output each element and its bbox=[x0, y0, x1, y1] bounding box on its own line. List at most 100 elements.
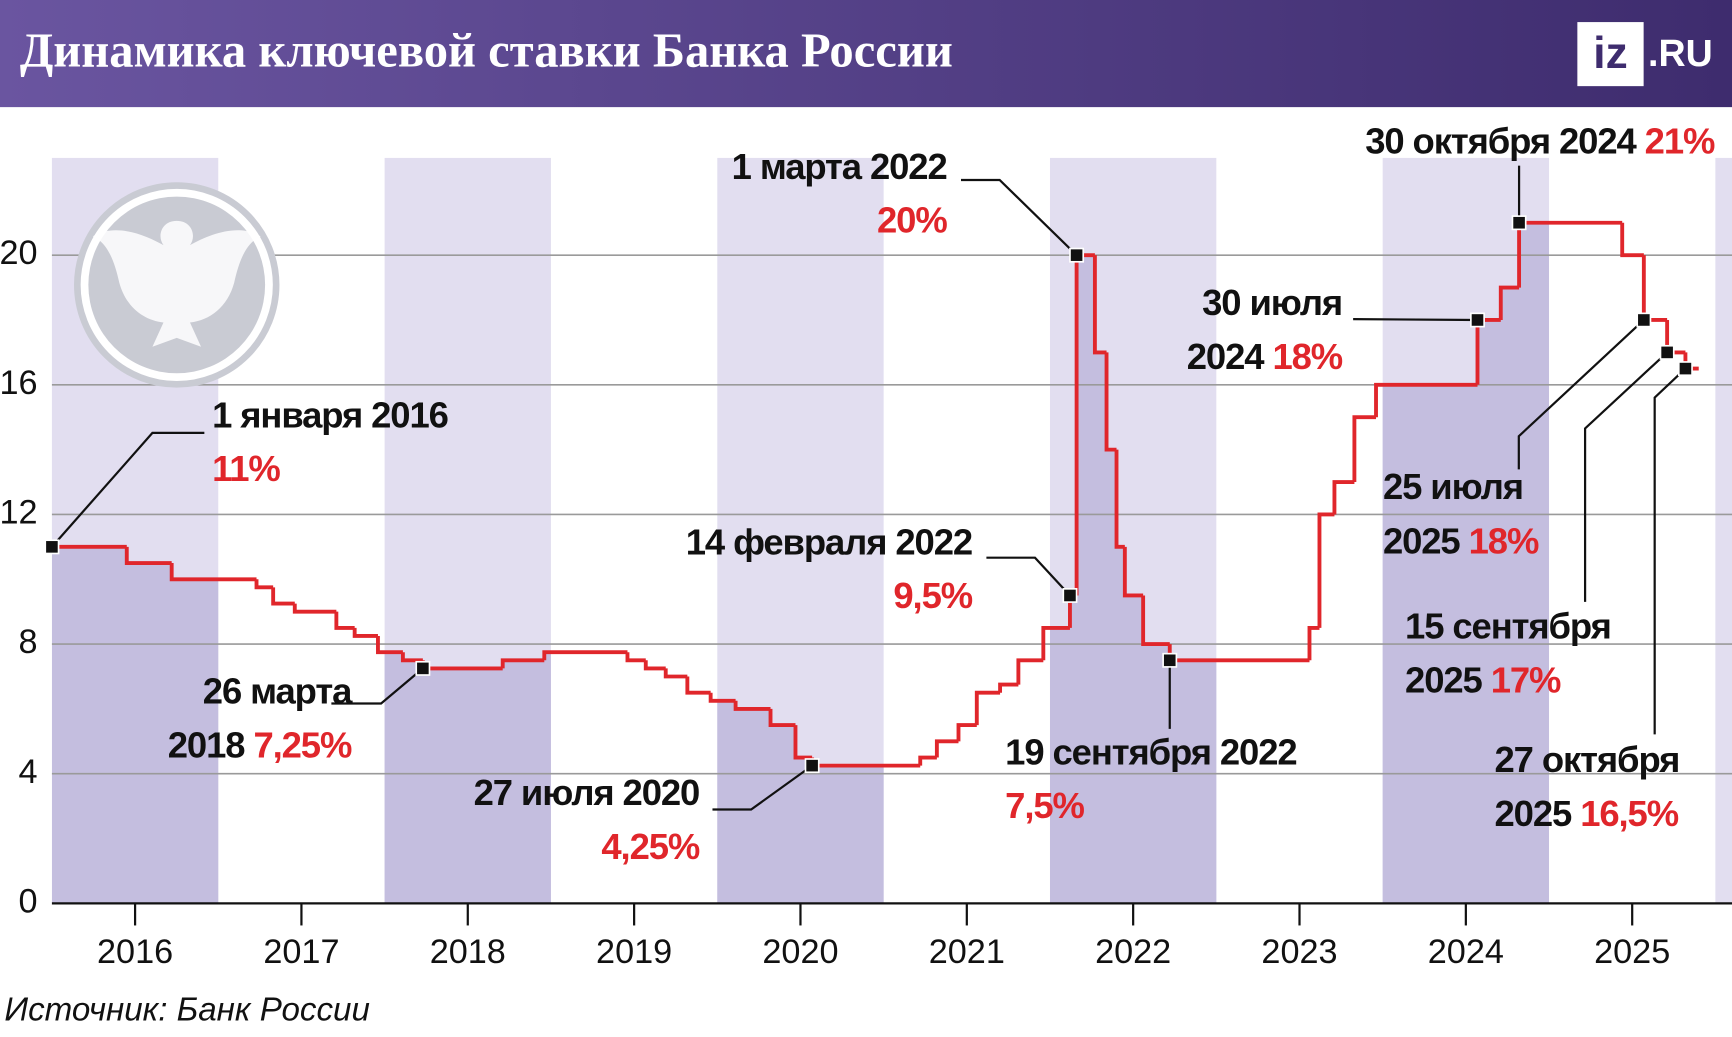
rate-step bbox=[1092, 255, 1107, 355]
annotation-date: 27 июля 2020 bbox=[474, 772, 700, 813]
annotation-gap bbox=[1482, 659, 1491, 700]
annotation-date: 30 июля bbox=[1202, 281, 1342, 322]
rate-step bbox=[1498, 285, 1520, 320]
rate-step bbox=[1307, 625, 1320, 661]
annotation-value: 17% bbox=[1491, 659, 1561, 700]
rate-step bbox=[334, 611, 355, 630]
x-tick-label: 2024 bbox=[1428, 933, 1504, 971]
logo-text: .RU bbox=[1648, 32, 1713, 74]
annotation-value: 21% bbox=[1645, 120, 1715, 161]
rate-step bbox=[1332, 480, 1355, 515]
annotation-date-text: 2025 bbox=[1405, 659, 1482, 700]
annotation-marker bbox=[804, 758, 820, 774]
y-tick-label: 0 bbox=[19, 882, 38, 920]
annotation-value: 9,5% bbox=[893, 575, 972, 616]
rate-step bbox=[934, 739, 959, 758]
rate-step bbox=[643, 660, 666, 671]
header-bar bbox=[0, 0, 1732, 108]
annotation-date-text: 14 февраля 2022 bbox=[686, 521, 972, 562]
rate-step bbox=[918, 755, 937, 766]
y-tick-label: 16 bbox=[0, 364, 38, 402]
year-band bbox=[1715, 157, 1732, 904]
y-tick-label: 20 bbox=[0, 234, 38, 272]
annotation-value: 18% bbox=[1469, 520, 1539, 561]
annotation-date: 15 сентября bbox=[1405, 605, 1611, 646]
leader-line bbox=[960, 178, 1078, 256]
x-tick-label: 2016 bbox=[97, 933, 173, 971]
annotation-marker bbox=[44, 539, 60, 555]
rate-step bbox=[1620, 222, 1644, 258]
annotation-value: 18% bbox=[1272, 336, 1342, 377]
annotation-date: 27 октября bbox=[1495, 739, 1680, 780]
rate-step bbox=[1016, 658, 1044, 685]
emblem bbox=[74, 182, 280, 388]
annotation-marker bbox=[1511, 215, 1527, 231]
x-tick-label: 2019 bbox=[596, 933, 672, 971]
annotation-value: 11% bbox=[212, 448, 280, 489]
rate-step bbox=[292, 603, 337, 614]
annotation-date: 30 октября 2024 21% bbox=[1365, 120, 1715, 161]
y-tick-label: 8 bbox=[19, 623, 38, 661]
rate-step bbox=[1352, 415, 1377, 483]
annotation-date: 2024 18% bbox=[1187, 336, 1343, 377]
rate-step bbox=[1374, 382, 1478, 418]
rate-step bbox=[1641, 255, 1668, 322]
annotation-marker bbox=[1636, 312, 1652, 328]
y-tick-label: 12 bbox=[0, 493, 38, 531]
rate-step bbox=[663, 668, 688, 679]
logo-mark: iz bbox=[1593, 29, 1627, 78]
annotation-marker bbox=[1659, 344, 1675, 360]
x-tick-label: 2020 bbox=[762, 933, 838, 971]
annotation-date: 2025 17% bbox=[1405, 659, 1561, 700]
rate-step bbox=[1114, 449, 1125, 549]
annotation-marker bbox=[415, 660, 431, 676]
rate-step bbox=[1104, 352, 1117, 452]
annotation-date-text: 15 сентября bbox=[1405, 605, 1611, 646]
rate-step bbox=[169, 563, 257, 582]
annotation-date-text: 2024 bbox=[1187, 336, 1265, 377]
logo-box bbox=[1577, 22, 1644, 87]
rate-step bbox=[254, 579, 274, 590]
plot: 1 января 2016 11% 1 марта 2022 20% 30 июля 20… bbox=[44, 120, 1716, 867]
rate-step bbox=[708, 692, 736, 703]
annotation-value: 7,5% bbox=[1005, 785, 1084, 826]
x-tick-label: 2022 bbox=[1095, 933, 1171, 971]
rate-step bbox=[124, 546, 172, 565]
y-tick-label: 4 bbox=[19, 753, 38, 791]
rate-step bbox=[500, 658, 545, 669]
source: Источник: Банк России bbox=[4, 991, 369, 1028]
rate-step bbox=[1317, 512, 1335, 628]
leader-line bbox=[51, 431, 205, 548]
annotation-date-text: 1 января 2016 bbox=[212, 394, 448, 435]
annotation-date: 26 марта bbox=[203, 670, 353, 711]
x-tick-label: 2018 bbox=[430, 933, 506, 971]
leader-line bbox=[986, 556, 1071, 597]
annotation-gap bbox=[244, 724, 253, 765]
leader-line bbox=[1653, 367, 1687, 735]
rate-step bbox=[793, 725, 813, 760]
annotation-date: 1 января 2016 bbox=[212, 394, 448, 435]
rate-step bbox=[1141, 595, 1170, 647]
annotation-date: 2018 7,25% bbox=[168, 724, 352, 765]
annotation-date: 19 сентября 2022 bbox=[1005, 731, 1296, 772]
rate-step bbox=[400, 652, 423, 663]
annotation-date-text: 30 октября 2024 bbox=[1365, 120, 1637, 161]
rate-step bbox=[625, 652, 646, 663]
rate-step bbox=[768, 708, 796, 728]
annotation-marker bbox=[1677, 361, 1693, 377]
x-tick-label: 2023 bbox=[1261, 933, 1337, 971]
annotation-marker bbox=[1470, 312, 1485, 328]
leader-line bbox=[1353, 318, 1478, 322]
annotation-marker bbox=[1069, 247, 1085, 263]
annotation-marker bbox=[1162, 652, 1178, 668]
annotation-date-text: 1 марта 2022 bbox=[732, 146, 947, 187]
annotation-value: 16,5% bbox=[1580, 793, 1679, 834]
annotation-gap bbox=[1460, 520, 1469, 561]
rate-step bbox=[1041, 625, 1070, 661]
annotation-date-text: 26 марта bbox=[203, 670, 353, 711]
annotation-date-text: 27 октября bbox=[1495, 739, 1680, 780]
annotation-gap bbox=[1263, 336, 1272, 377]
x-tick-label: 2025 bbox=[1594, 933, 1670, 971]
leader-line bbox=[331, 667, 424, 705]
